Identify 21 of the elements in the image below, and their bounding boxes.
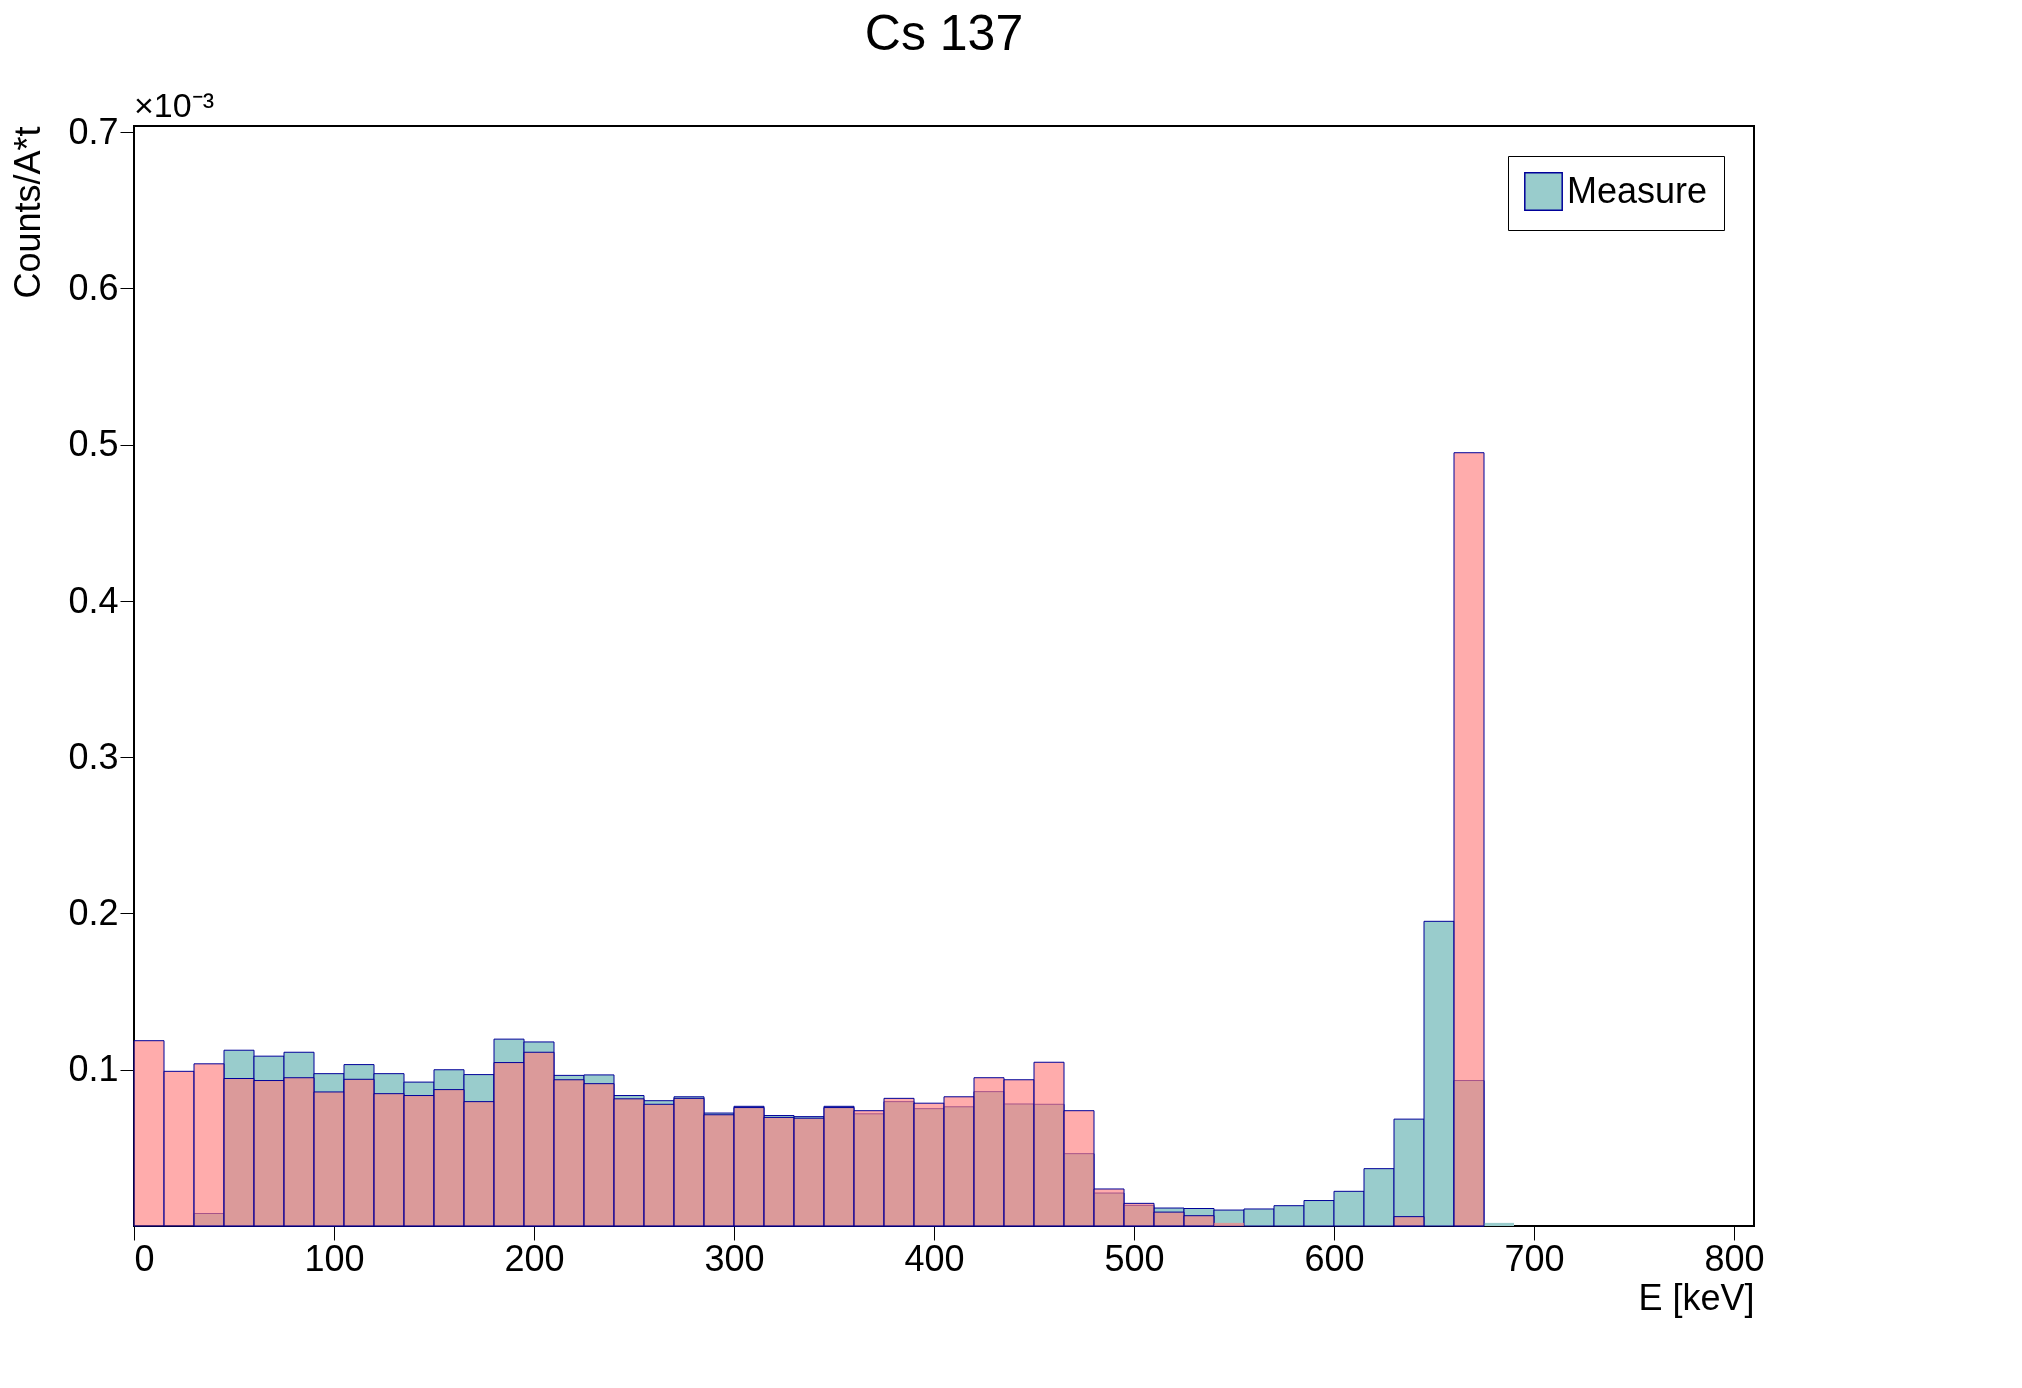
y-tick-label: 0.7 bbox=[68, 110, 119, 152]
x-tick-label: 400 bbox=[904, 1237, 965, 1279]
x-tick-label: 0 bbox=[134, 1237, 155, 1279]
y-tick-label: 0.3 bbox=[68, 735, 119, 777]
x-axis-title: E [keV] bbox=[1638, 1276, 1755, 1318]
y-axis-title: Counts/A*t bbox=[7, 126, 49, 299]
y-tick-label: 0.1 bbox=[68, 1048, 119, 1090]
x-tick-label: 200 bbox=[504, 1237, 565, 1279]
text: ×10⁻³ bbox=[134, 86, 214, 124]
x-tick-label: 800 bbox=[1704, 1237, 1765, 1279]
y-tick-label: 0.4 bbox=[68, 579, 119, 621]
y-tick-label: 0.6 bbox=[68, 267, 119, 308]
x-tick-label: 500 bbox=[1104, 1237, 1165, 1279]
legend-label: Measure bbox=[1567, 169, 1708, 211]
y-tick-label: 0.5 bbox=[68, 423, 119, 465]
x-tick-label: 300 bbox=[704, 1237, 765, 1279]
x-tick-label: 600 bbox=[1304, 1237, 1365, 1279]
y-tick-label: 0.2 bbox=[68, 892, 119, 933]
chart-title: Cs 137 bbox=[864, 5, 1024, 61]
x-tick-label: 100 bbox=[304, 1237, 365, 1279]
x-tick-label: 700 bbox=[1504, 1237, 1565, 1279]
